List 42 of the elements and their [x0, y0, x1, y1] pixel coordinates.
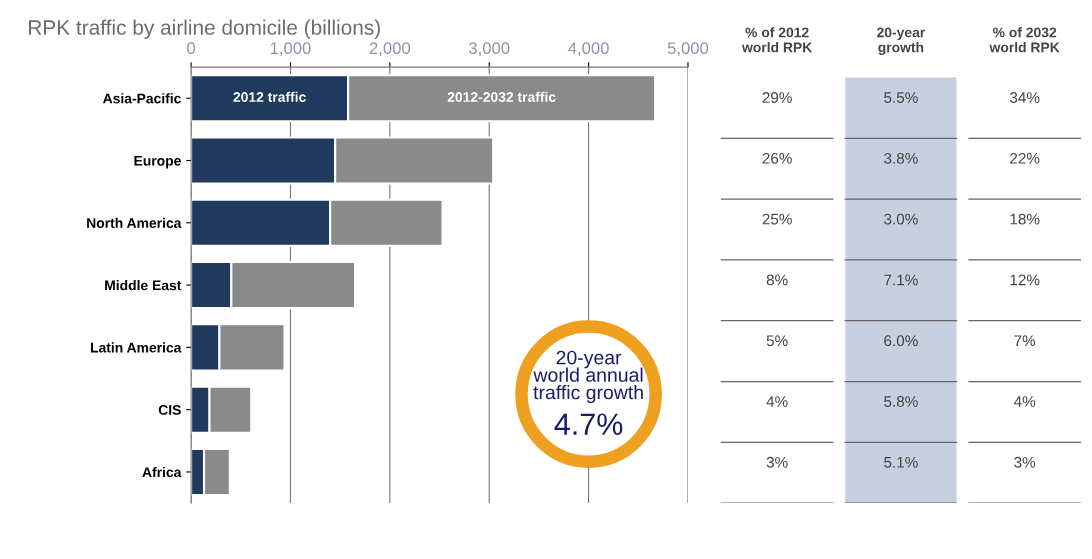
- text: 18%: [1010, 213, 1040, 225]
- y-tick-label: Middle East: [105, 280, 182, 291]
- y-tick-label: North America: [87, 217, 182, 228]
- text: 26%: [762, 152, 792, 164]
- chart-title: RPK traffic by airline domicile (billions): [29, 19, 380, 39]
- x-tick-label: 0: [187, 42, 196, 55]
- text: 6.0%: [884, 335, 918, 347]
- x-tick-label: 2,000: [369, 42, 411, 57]
- x-tick-label: 4,000: [568, 42, 609, 57]
- text: 3.0%: [884, 213, 918, 225]
- y-tick-label: CIS: [158, 405, 181, 415]
- annotation: 4.7%: [554, 413, 623, 435]
- category-label: % of 2032 world RPK: [989, 27, 1060, 53]
- text: 3%: [766, 456, 788, 468]
- text: 5.8%: [884, 396, 918, 407]
- text: 3%: [1014, 456, 1036, 468]
- text: 25%: [762, 213, 792, 225]
- text: 22%: [1010, 152, 1040, 164]
- text: 5.1%: [884, 456, 918, 468]
- y-tick-label: Latin America: [90, 342, 182, 353]
- series-label: 2012 traffic: [233, 91, 306, 102]
- y-tick-label: Asia-Pacific: [102, 93, 181, 104]
- text: 4%: [1013, 396, 1036, 407]
- y-tick-label: Africa: [142, 466, 182, 478]
- text: 34%: [1009, 92, 1040, 103]
- text: 5.5%: [884, 92, 918, 103]
- text: 12%: [1010, 274, 1040, 286]
- y-tick-label: Europe: [134, 155, 181, 169]
- annotation: 20-year world annual traffic growth: [533, 350, 643, 404]
- text: 4%: [766, 396, 788, 407]
- x-tick-label: 5,000: [667, 42, 709, 57]
- category-label: % of 2012 world RPK: [741, 27, 813, 53]
- text: 5%: [766, 335, 788, 347]
- text: 3.8%: [884, 152, 918, 164]
- text: 8%: [766, 274, 788, 286]
- series-label: 2012-2032 traffic: [447, 91, 556, 102]
- x-tick-label: 3,000: [469, 42, 510, 57]
- text: 7%: [1014, 335, 1036, 347]
- text: 29%: [762, 92, 792, 103]
- text: 7.1%: [884, 274, 918, 286]
- category-label: 20-year growth: [877, 27, 926, 56]
- x-tick-label: 1,000: [270, 42, 311, 57]
